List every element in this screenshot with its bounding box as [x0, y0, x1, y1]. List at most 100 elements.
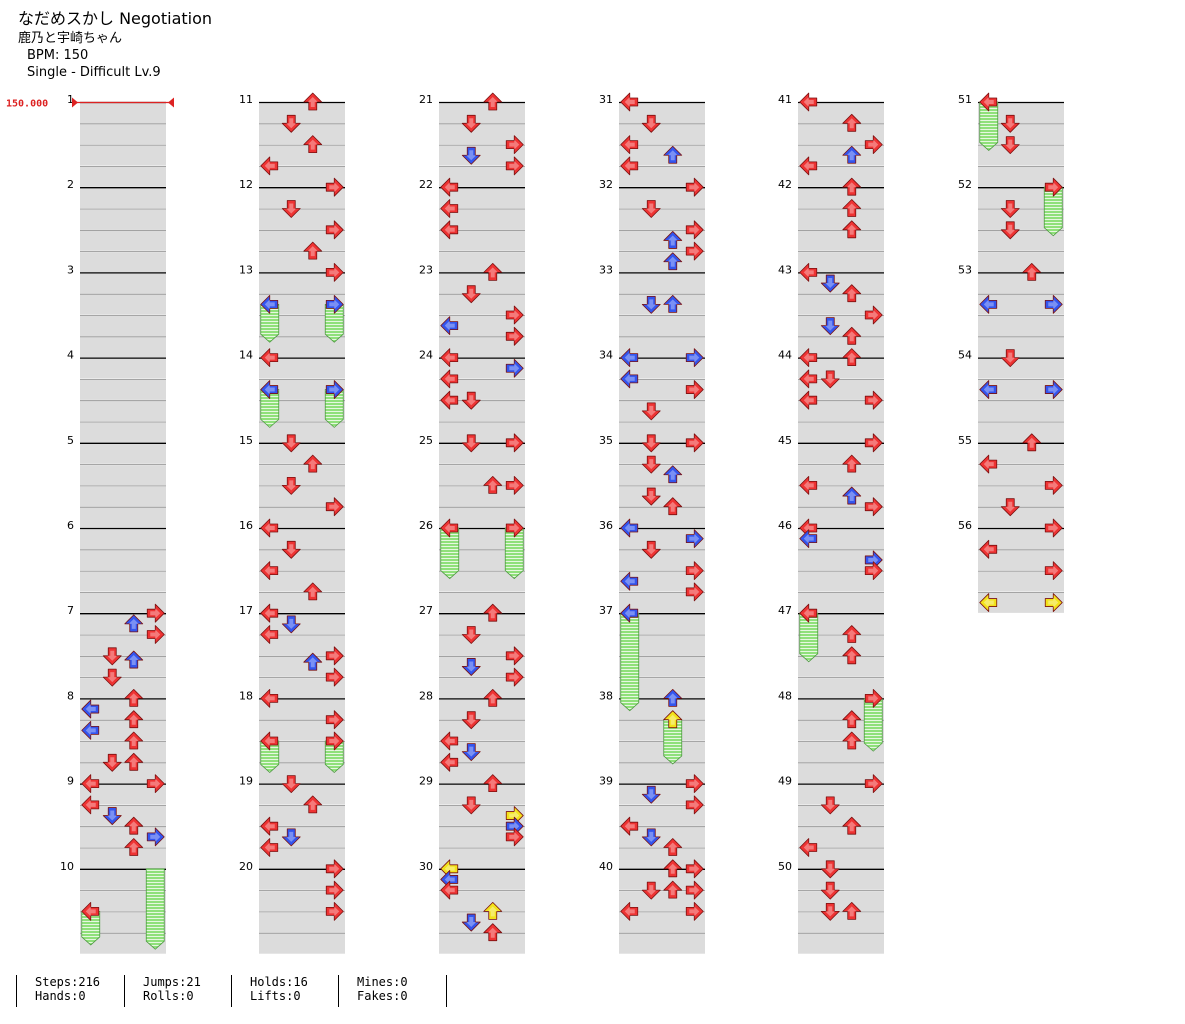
step-arrow	[124, 752, 144, 771]
beat-band	[439, 486, 525, 507]
beat-band	[619, 443, 705, 464]
step-arrow	[799, 475, 818, 495]
beat-band	[978, 209, 1064, 230]
step-arrow	[799, 156, 818, 176]
beat-band	[439, 337, 525, 358]
beat-band	[619, 103, 705, 123]
beat-band	[619, 401, 705, 422]
step-arrow	[505, 518, 524, 538]
step-arrow	[842, 326, 862, 345]
beat-band	[619, 209, 705, 230]
beat-band	[259, 422, 345, 443]
beat-band	[80, 358, 166, 379]
step-arrow	[461, 114, 481, 133]
step-arrow	[1000, 200, 1020, 218]
measure-number: 11	[239, 93, 253, 106]
step-arrow	[303, 92, 323, 111]
beat-band	[439, 166, 525, 187]
song-difficulty: Single - Difficult Lv.9	[27, 65, 161, 80]
beat-band	[439, 571, 525, 592]
step-arrow	[146, 774, 165, 793]
beat-band	[80, 891, 166, 912]
beat-band	[259, 763, 345, 784]
beat-band	[259, 507, 345, 528]
measure-number: 22	[419, 178, 433, 191]
step-arrow	[1022, 262, 1042, 281]
beat-band	[798, 337, 884, 358]
step-arrow	[102, 668, 122, 687]
beat-band	[80, 443, 166, 464]
beat-band	[80, 699, 166, 720]
beat-band	[439, 912, 525, 933]
step-arrow	[505, 646, 524, 666]
beat-band	[798, 592, 884, 613]
beat-band	[259, 678, 345, 699]
beat-band	[619, 891, 705, 912]
beat-band	[259, 294, 345, 315]
beat-band	[80, 720, 166, 741]
beat-band	[978, 422, 1064, 443]
beat-band	[619, 465, 705, 486]
step-arrow	[461, 743, 481, 762]
beat-band	[439, 720, 525, 741]
step-arrow	[325, 731, 344, 751]
step-arrow	[325, 380, 344, 399]
step-arrow	[799, 262, 818, 282]
beat-band	[80, 166, 166, 187]
step-arrow	[1044, 380, 1063, 399]
step-arrow	[440, 880, 459, 900]
step-arrow	[820, 903, 840, 921]
measure-number: 40	[599, 860, 613, 873]
step-arrow	[505, 475, 524, 495]
beat-band	[619, 550, 705, 571]
beat-band	[439, 891, 525, 912]
beat-band	[439, 507, 525, 528]
beat-band	[619, 699, 705, 720]
step-arrow	[979, 539, 998, 559]
step-arrow	[260, 603, 279, 623]
step-arrow	[620, 816, 639, 836]
step-arrow	[685, 220, 704, 240]
beat-band	[798, 805, 884, 826]
measure-number: 46	[778, 519, 792, 532]
beat-band	[798, 166, 884, 187]
measure-number: 54	[958, 349, 972, 362]
hold-notes	[81, 101, 1063, 950]
beat-band	[259, 784, 345, 805]
beat-band	[259, 891, 345, 912]
beat-band	[259, 614, 345, 635]
beat-band	[259, 529, 345, 549]
step-arrow	[1000, 136, 1020, 155]
step-arrow	[260, 731, 279, 751]
step-arrow	[124, 838, 144, 856]
step-arrow	[820, 274, 840, 293]
step-arrow	[440, 518, 459, 538]
step-arrow	[461, 796, 481, 815]
measure-number: 36	[599, 519, 613, 532]
step-arrow	[685, 880, 704, 900]
beat-band	[619, 912, 705, 933]
step-arrow	[820, 881, 840, 900]
beat-band	[798, 550, 884, 571]
beat-band	[798, 103, 884, 123]
beat-band	[798, 827, 884, 848]
step-arrow	[641, 434, 661, 453]
step-arrow	[1044, 561, 1063, 580]
song-title: なだめスかし Negotiation	[18, 9, 213, 28]
beat-band	[978, 529, 1064, 549]
beat-band	[978, 294, 1064, 315]
beat-band	[259, 592, 345, 613]
measure-number: 25	[419, 434, 433, 447]
step-arrow	[663, 880, 683, 899]
beat-band	[80, 401, 166, 422]
step-arrow	[979, 593, 998, 612]
step-arrow	[461, 658, 481, 676]
beat-band	[978, 443, 1064, 464]
step-arrow	[483, 923, 503, 942]
beat-band	[80, 614, 166, 635]
lane-backgrounds	[80, 101, 1064, 954]
step-arrow	[663, 838, 683, 856]
stat-holds: Holds:16	[250, 975, 308, 989]
step-arrow	[325, 710, 344, 730]
measure-number: 55	[958, 434, 972, 447]
